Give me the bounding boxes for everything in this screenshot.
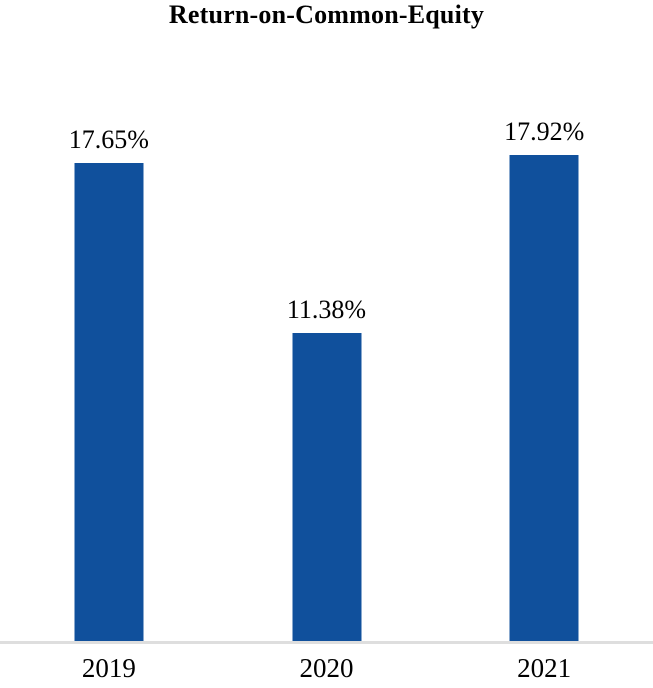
- x-axis-line: [0, 641, 653, 644]
- bar-2021: [509, 155, 579, 641]
- x-tick-2019: 2019: [81, 653, 136, 683]
- plot-area: 17.65% 11.38% 17.92%: [0, 99, 653, 641]
- chart-title: Return-on-Common-Equity: [168, 0, 485, 29]
- x-tick-2021: 2021: [517, 653, 572, 683]
- data-label-2019: 17.65%: [68, 124, 149, 154]
- bar-2020: [292, 332, 361, 641]
- x-tick-2020: 2020: [299, 653, 354, 683]
- data-label-2020: 11.38%: [286, 294, 367, 324]
- bar-2019: [74, 162, 144, 641]
- data-label-2021: 17.92%: [504, 117, 585, 147]
- x-axis-labels: 2019 2020 2021: [0, 652, 653, 688]
